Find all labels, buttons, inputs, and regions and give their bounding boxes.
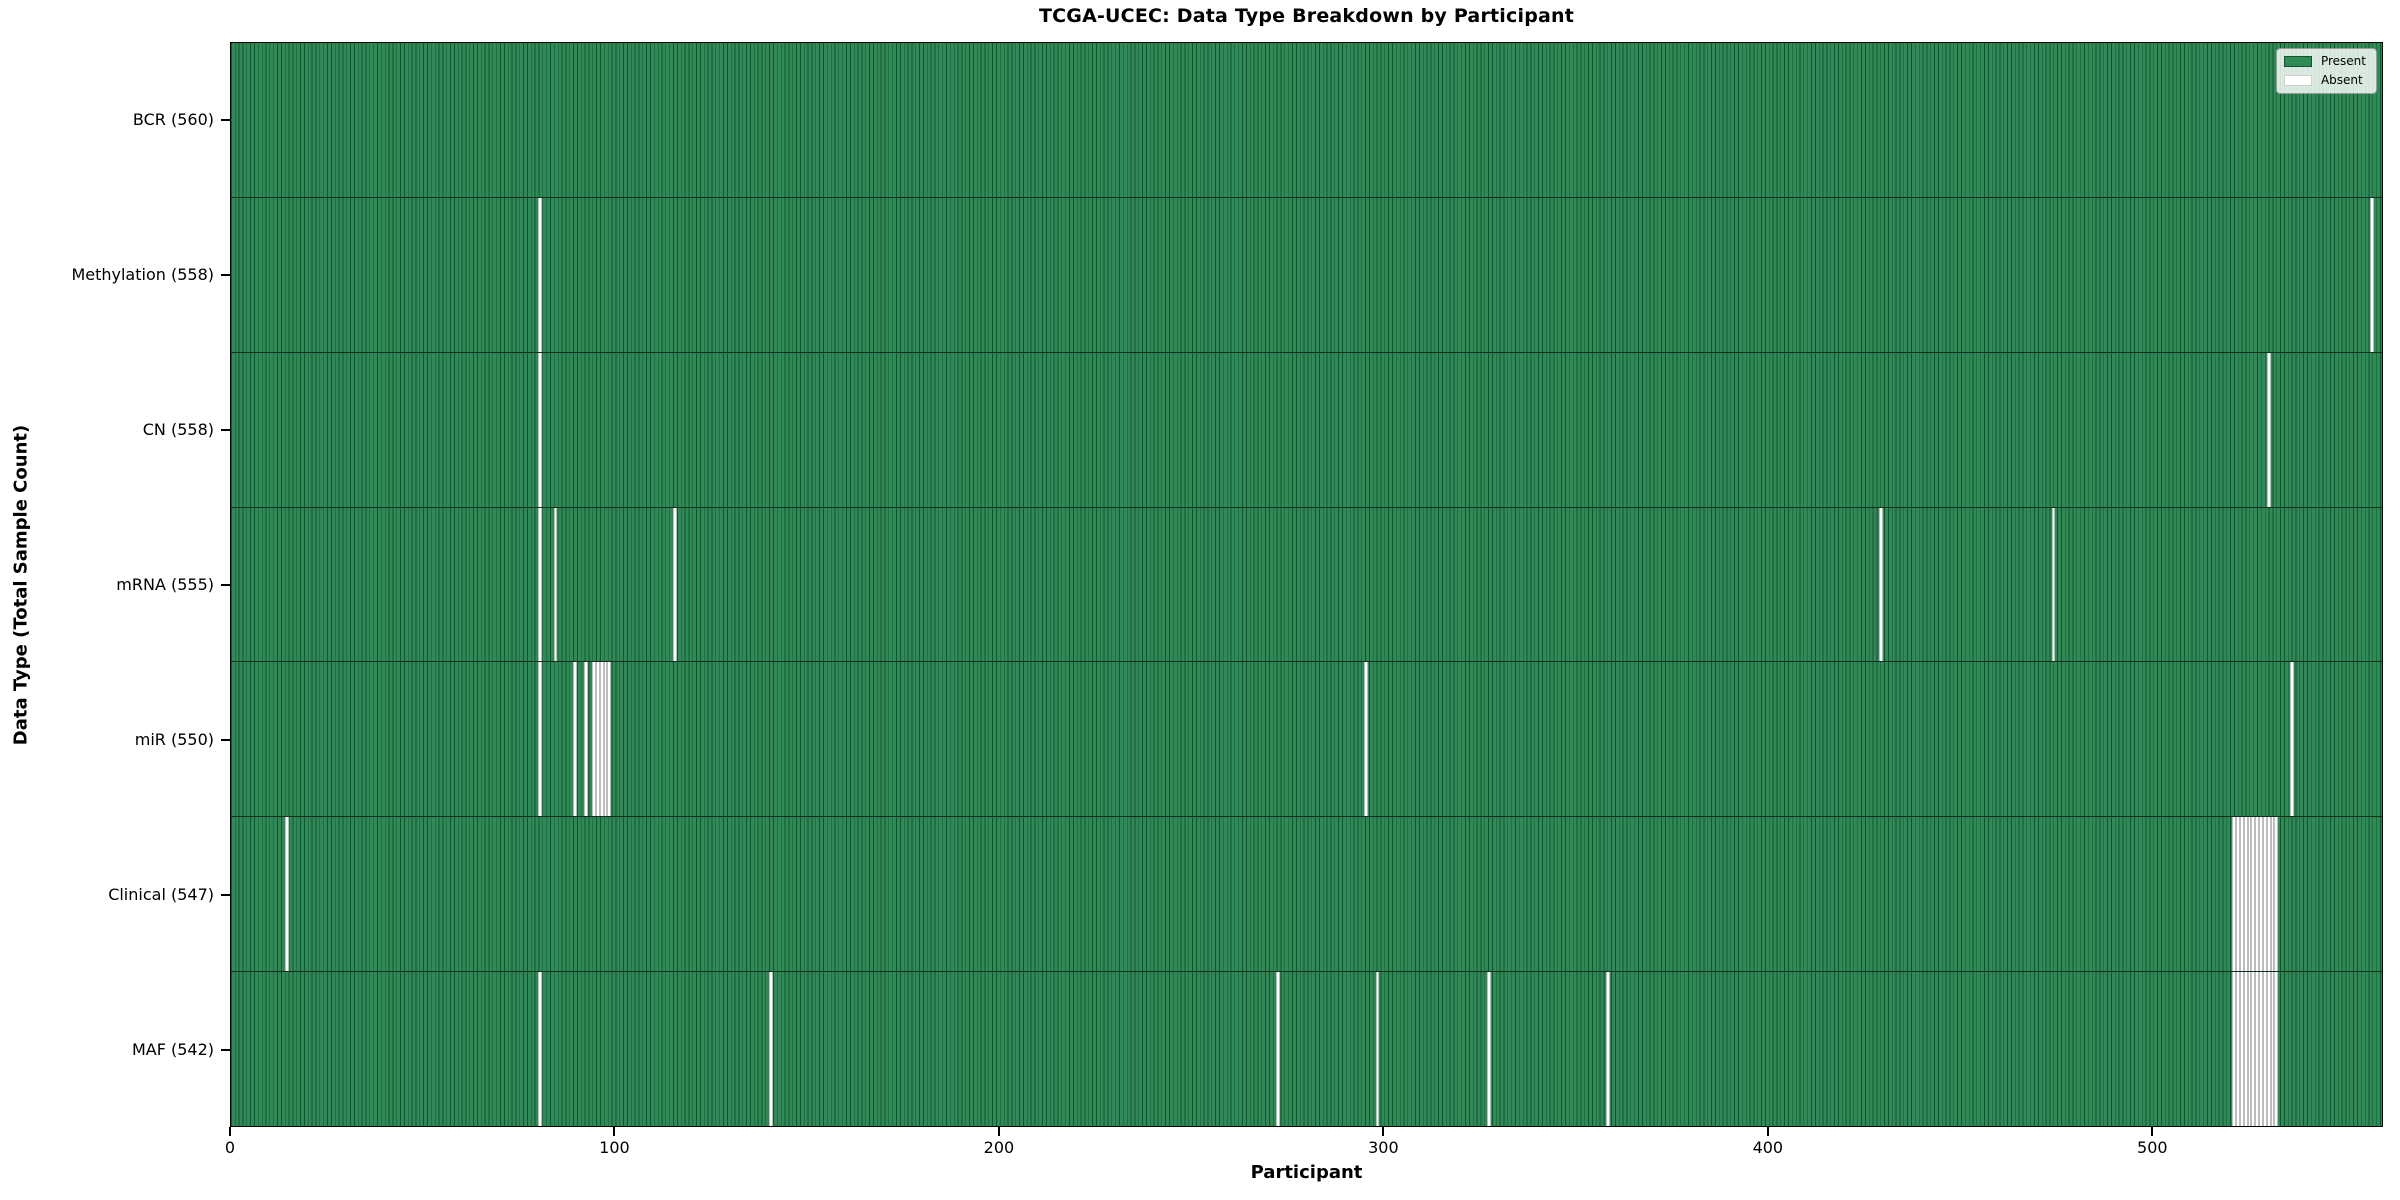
absent-gap [2274, 817, 2279, 972]
absent-gap [2266, 972, 2271, 1127]
x-tick-mark [1382, 1127, 1385, 1136]
absent-gap [538, 662, 543, 817]
absent-gap [2236, 972, 2240, 1127]
absent-gap [2259, 817, 2263, 972]
x-tick-mark [2151, 1127, 2154, 1136]
absent-gap [2274, 972, 2279, 1127]
absent-gap [538, 197, 543, 352]
absent-gap [595, 662, 600, 817]
chart-title: TCGA-UCEC: Data Type Breakdown by Partic… [1038, 5, 1575, 27]
row-CN [231, 351, 2382, 507]
absent-gap [2270, 972, 2275, 1127]
absent-gap [2259, 972, 2263, 1127]
row-MAF [231, 971, 2382, 1127]
x-tick-label: 400 [1752, 1138, 1784, 1157]
absent-gap [284, 817, 289, 972]
absent-gap [2266, 352, 2271, 507]
absent-gap [672, 507, 677, 662]
y-tick-label: BCR (560) [132, 109, 214, 129]
y-tick-mark [221, 893, 230, 896]
x-tick-mark [613, 1127, 616, 1136]
y-tick-label: miR (550) [134, 729, 214, 749]
y-tick-label: Methylation (558) [71, 264, 214, 284]
y-tick-mark [221, 738, 230, 741]
absent-gap [1487, 972, 1491, 1127]
y-tick-label: MAF (542) [131, 1039, 214, 1059]
absent-gap [2289, 662, 2294, 817]
row-mRNA [231, 506, 2382, 662]
absent-gap [538, 352, 543, 507]
y-tick-mark [221, 583, 230, 586]
absent-gap [603, 662, 608, 817]
x-tick-label: 500 [2137, 1138, 2168, 1157]
absent-gap [1375, 972, 1380, 1127]
absent-gap [572, 662, 577, 817]
y-tick-label: CN (558) [142, 419, 214, 439]
x-tick-label: 100 [599, 1138, 630, 1157]
x-axis-label: Participant [1250, 1162, 1363, 1183]
absent-gap [607, 662, 612, 817]
absent-gap [2243, 817, 2248, 972]
absent-gap [2270, 817, 2275, 972]
absent-gap [538, 972, 543, 1127]
x-tick-mark [1766, 1127, 1769, 1136]
row-BCR [231, 43, 2382, 197]
absent-gap [2239, 817, 2244, 972]
present-swatch-icon [2283, 56, 2312, 67]
absent-gap [2247, 817, 2252, 972]
absent-gap [2232, 817, 2237, 972]
legend: Present Absent [2275, 48, 2377, 94]
absent-gap [538, 507, 543, 662]
absent-gap [2247, 972, 2252, 1127]
row-miR [231, 661, 2382, 817]
absent-gap [2262, 972, 2267, 1127]
y-tick-mark [221, 428, 230, 431]
absent-gap [2051, 507, 2056, 662]
plot-area: Present Absent [230, 42, 2383, 1127]
row-Clinical [231, 816, 2382, 972]
legend-label-absent: Absent [2320, 73, 2363, 87]
absent-gap [2251, 817, 2256, 972]
absent-gap [592, 662, 596, 817]
legend-entry-absent: Absent [2283, 73, 2366, 87]
y-tick-mark [221, 1048, 230, 1051]
y-tick-label: Clinical (547) [108, 884, 214, 904]
absent-gap [553, 507, 558, 662]
absent-gap [2236, 817, 2240, 972]
absent-gap [768, 972, 773, 1127]
absent-gap [2262, 817, 2267, 972]
absent-gap [2243, 972, 2248, 1127]
absent-gap [2232, 972, 2237, 1127]
absent-gap [599, 662, 604, 817]
absent-swatch-icon [2283, 75, 2312, 86]
x-tick-label: 200 [983, 1138, 1015, 1157]
x-tick-mark [229, 1127, 231, 1136]
absent-gap [1878, 507, 1883, 662]
y-tick-mark [221, 118, 230, 121]
absent-gap [584, 662, 589, 817]
y-tick-label: mRNA (555) [116, 574, 214, 594]
absent-gap [2255, 972, 2260, 1127]
absent-gap [2266, 817, 2271, 972]
absent-gap [2251, 972, 2256, 1127]
absent-gap [2239, 972, 2244, 1127]
y-tick-mark [221, 273, 230, 276]
x-tick-label: 300 [1368, 1138, 1399, 1157]
x-tick-mark [997, 1127, 1000, 1136]
absent-gap [2255, 817, 2260, 972]
x-tick-label: 0 [224, 1138, 236, 1157]
absent-gap [1606, 972, 1610, 1127]
absent-gap [1275, 972, 1280, 1127]
absent-gap [1364, 662, 1368, 817]
legend-label-present: Present [2320, 54, 2366, 68]
absent-gap [2370, 197, 2375, 352]
row-Methylation [231, 196, 2382, 352]
legend-entry-present: Present [2283, 54, 2366, 68]
